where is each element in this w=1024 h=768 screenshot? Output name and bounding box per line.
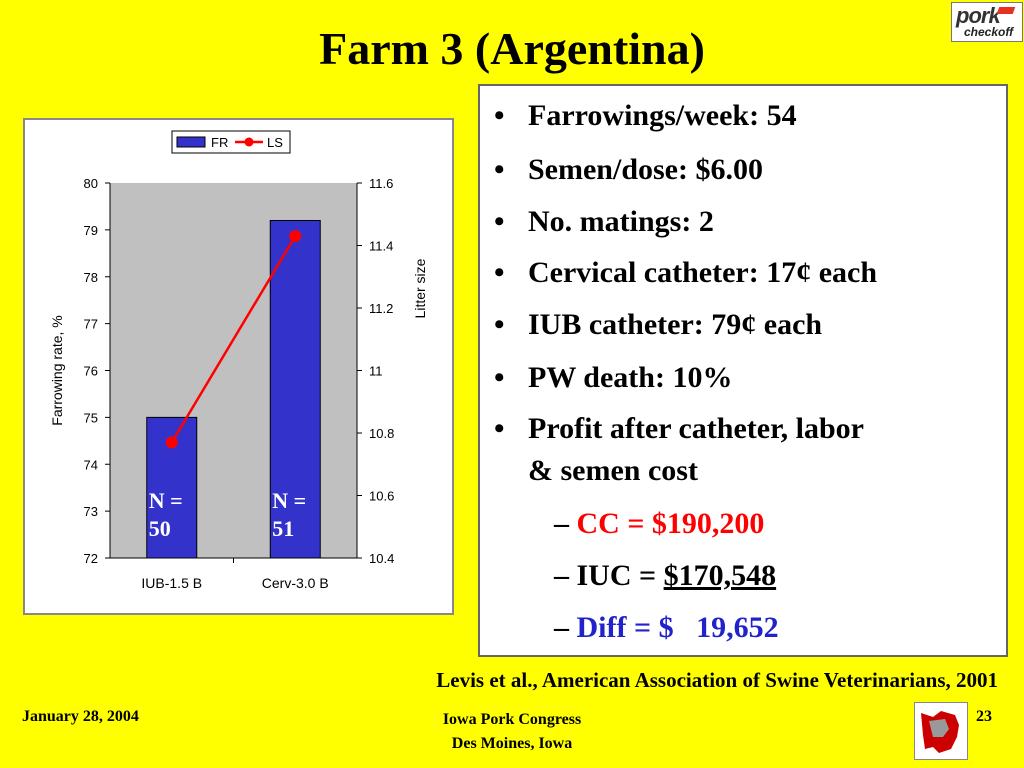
bullet-dot: • xyxy=(494,361,505,394)
left-tick-label: 75 xyxy=(84,410,98,425)
right-tick-label: 11.2 xyxy=(369,301,393,316)
bullet-text: IUB catheter: 79¢ each xyxy=(528,308,823,341)
left-tick-label: 80 xyxy=(84,176,98,191)
legend-ls-marker xyxy=(244,137,254,147)
bullet-text: No. matings: 2 xyxy=(528,205,714,238)
iuc-label: IUC = xyxy=(576,559,664,592)
bullet-text: Semen/dose: $6.00 xyxy=(528,153,763,186)
left-tick-label: 78 xyxy=(84,270,98,285)
bullet-text: & semen cost xyxy=(528,454,698,487)
cc-value: CC = $190,200 xyxy=(576,507,765,540)
logo-text-top: pork xyxy=(956,3,1001,28)
bar-n-label: N = xyxy=(272,488,306,513)
bullet-dot: • xyxy=(494,256,505,289)
y2-axis-label: Litter size xyxy=(412,258,428,318)
ls-line xyxy=(170,235,297,444)
bullet-dot: • xyxy=(494,412,505,445)
right-tick-label: 10.4 xyxy=(369,551,394,566)
ls-point xyxy=(289,230,302,243)
ls-point xyxy=(165,436,178,449)
x-tick-label: Cerv-3.0 B xyxy=(262,575,329,591)
bullet-text: Profit after catheter, labor xyxy=(528,412,864,445)
footer-date: January 28, 2004 xyxy=(22,708,139,725)
farrowing-litter-chart: 72 73 74 75 76 77 78 79 80 10.4 10.6 10.8 11 11.2 11.4… xyxy=(49,130,428,591)
bullet-text: Farrowings/week: 54 xyxy=(528,99,797,132)
bullet-dot: • xyxy=(494,153,505,186)
pork-checkoff-logo: pork checkoff xyxy=(951,2,1023,42)
right-tick-label: 10.8 xyxy=(369,426,394,441)
legend-fr-swatch xyxy=(176,136,206,148)
bar-n-value: 51 xyxy=(272,516,294,541)
left-tick-label: 77 xyxy=(84,317,98,332)
legend-fr-label: FR xyxy=(211,135,228,150)
footer-event-line1: Iowa Pork Congress xyxy=(442,711,582,728)
bullet-dot: • xyxy=(494,205,505,238)
right-tick-label: 11.6 xyxy=(369,176,393,191)
left-tick-label: 76 xyxy=(84,364,98,379)
bullet-dot: • xyxy=(494,99,505,132)
fr-bar xyxy=(269,220,321,559)
bar-n-value: 50 xyxy=(149,516,171,541)
sub-bullet-cc: – CC = $190,200 xyxy=(554,504,764,544)
sub-bullet-dash: – xyxy=(554,507,569,540)
logo-swoosh-icon xyxy=(996,7,1016,14)
right-tick-label: 11.4 xyxy=(369,239,393,254)
sub-bullet-dash: – xyxy=(554,611,569,644)
slide-title: Farm 3 (Argentina) xyxy=(319,23,705,74)
left-tick-label: 79 xyxy=(84,223,98,238)
x-tick-label: IUB-1.5 B xyxy=(141,575,202,591)
legend-ls-label: LS xyxy=(267,135,283,150)
footer-event-line2: Des Moines, Iowa xyxy=(451,735,573,752)
bullet-text: Cervical catheter: 17¢ each xyxy=(528,256,878,289)
sub-bullet-dash: – xyxy=(554,559,569,592)
sub-bullet-iuc: – IUC = $170,548 xyxy=(554,556,776,596)
chart-panel: 72 73 74 75 76 77 78 79 80 10.4 10.6 10.8 11 11.2 11.4… xyxy=(23,118,454,615)
bar-n-label: N = xyxy=(149,488,183,513)
bullet-panel: • Farrowings/week: 54 • Semen/dose: $6.00 … xyxy=(478,84,1008,657)
iuc-value: $170,548 xyxy=(663,559,777,592)
sub-bullet-diff: – Diff = $ 19,652 xyxy=(554,608,779,648)
citation: Levis et al., American Association of Sw… xyxy=(436,668,998,692)
page-number: 23 xyxy=(976,708,992,725)
right-tick-label: 11 xyxy=(369,364,383,379)
footer-event: Iowa Pork Congress Des Moines, Iowa xyxy=(0,708,1024,756)
left-tick-label: 72 xyxy=(84,551,98,566)
logo-text-bottom: checkoff xyxy=(964,25,1014,39)
left-tick-label: 73 xyxy=(84,504,98,519)
ohio-state-logo-icon xyxy=(914,702,968,760)
left-tick-label: 74 xyxy=(84,457,98,472)
right-tick-label: 10.6 xyxy=(369,489,394,504)
y-axis-label: Farrowing rate, % xyxy=(49,315,65,425)
bullet-dot: • xyxy=(494,308,505,341)
bullet-text: PW death: 10% xyxy=(528,361,733,394)
diff-value: Diff = $ 19,652 xyxy=(576,611,779,644)
